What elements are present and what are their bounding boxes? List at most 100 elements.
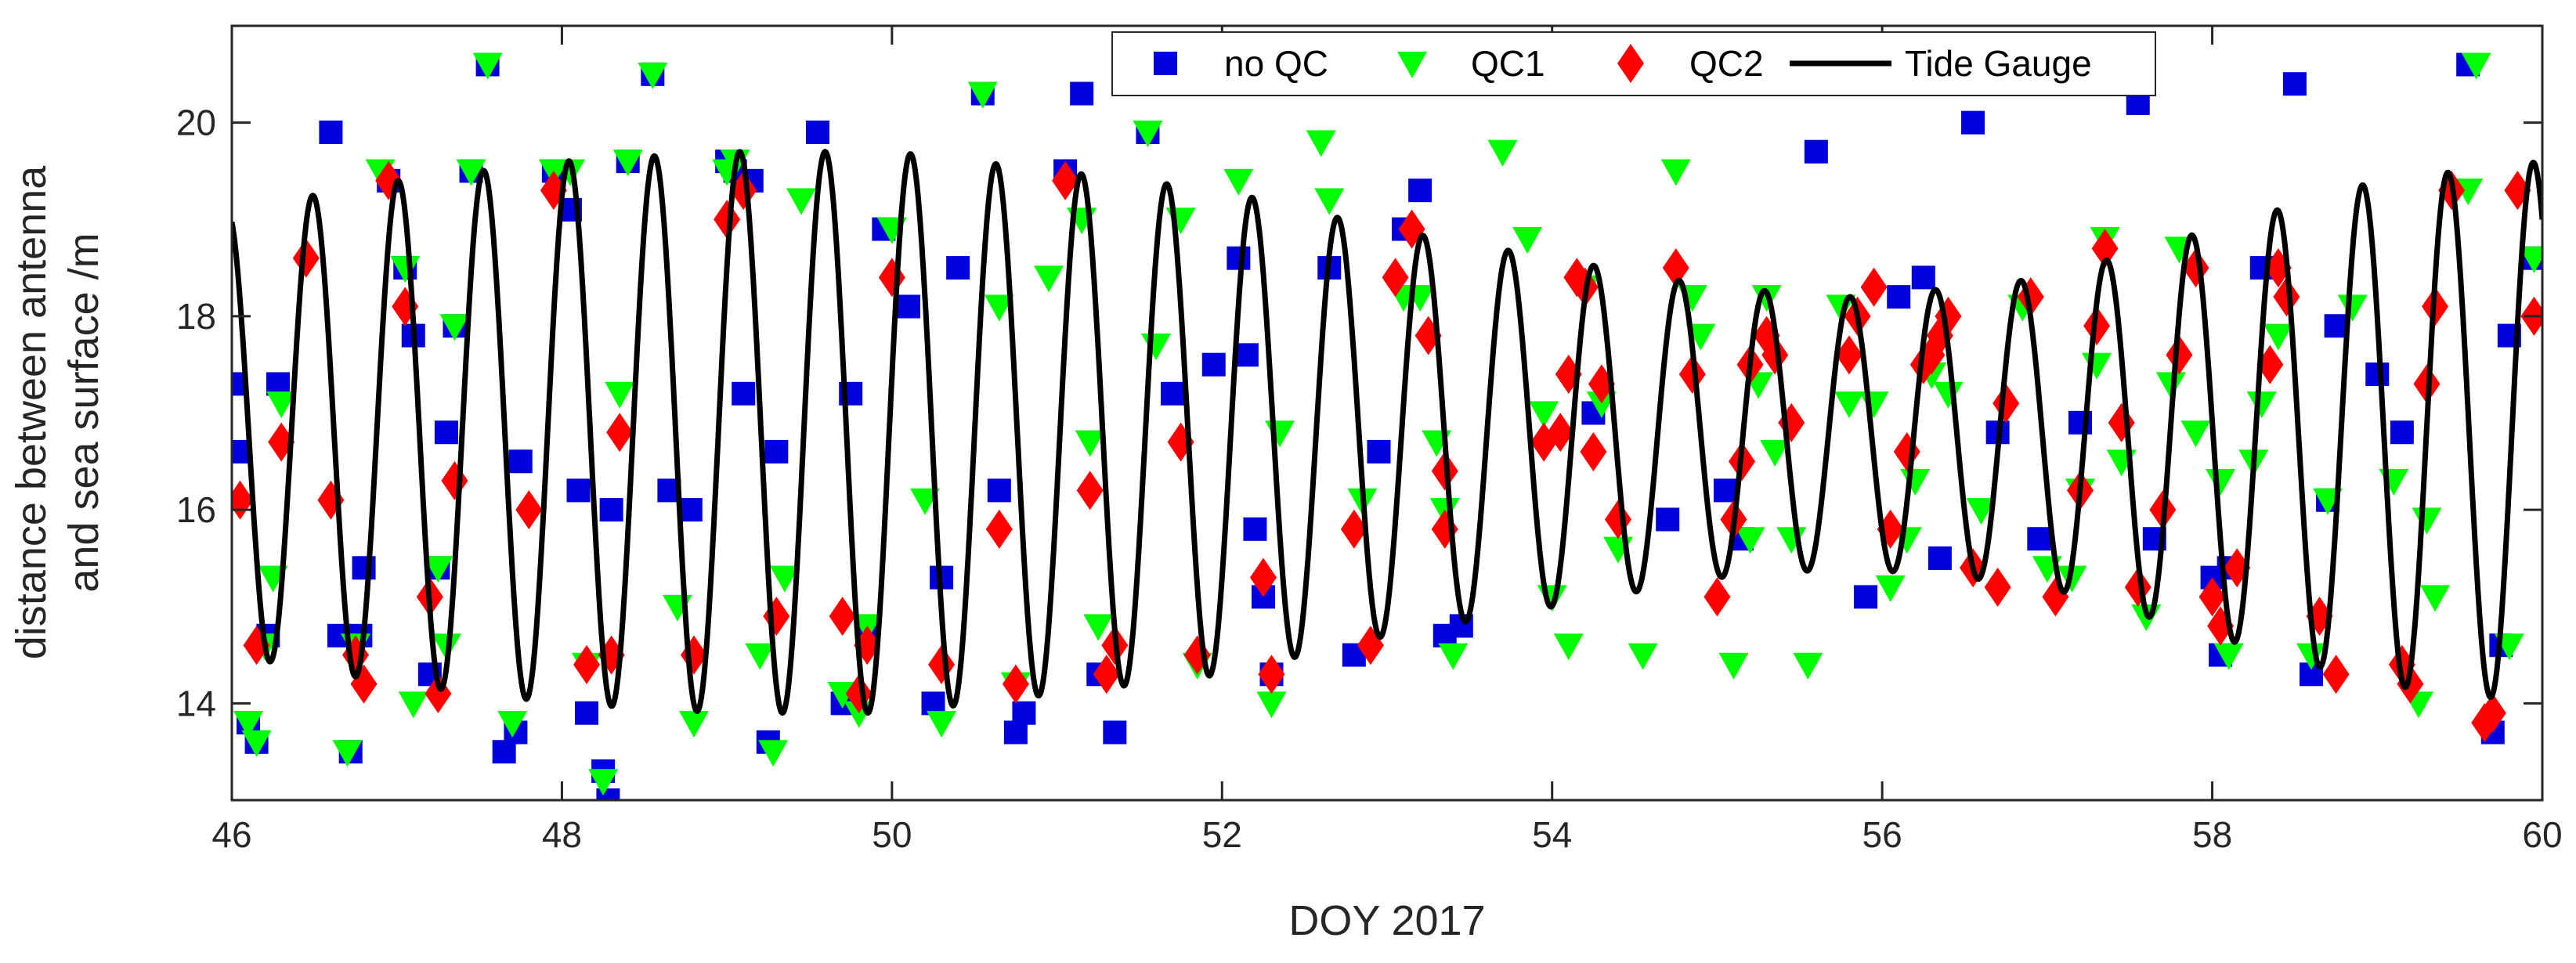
- x-tick-label: 58: [2192, 814, 2232, 855]
- no-qc-point: [1201, 352, 1226, 377]
- qc2-point: [2091, 229, 2119, 269]
- x-tick-label: 56: [1862, 814, 1902, 855]
- no-qc-point: [2324, 314, 2348, 338]
- plot-area: [232, 52, 2542, 800]
- legend-marker-swatch: [1617, 44, 1644, 83]
- no-qc-point: [806, 120, 830, 144]
- qc1-point: [1553, 633, 1584, 661]
- no-qc-point: [1656, 507, 1680, 532]
- qc1-point: [1133, 120, 1163, 147]
- no-qc-point: [1103, 720, 1127, 745]
- x-tick-label: 48: [542, 814, 582, 855]
- qc1-point: [1875, 575, 1906, 603]
- qc2-point: [606, 413, 634, 453]
- qc1-point: [1529, 401, 1559, 428]
- y-axis-title-line-1: distance between antenna: [8, 165, 55, 659]
- qc1-point: [1966, 498, 1996, 525]
- qc2-point: [2198, 577, 2226, 617]
- no-qc-point: [1887, 285, 1911, 309]
- qc1-point: [472, 52, 503, 80]
- qc2-point: [1662, 248, 1689, 288]
- plot-frame: [230, 24, 2544, 802]
- x-tick-label: 54: [1532, 814, 1572, 855]
- legend: no QC QC1 QC2 Tide Gauge: [1111, 31, 2156, 96]
- qc1-point: [2296, 643, 2326, 670]
- no-qc-point: [678, 498, 703, 522]
- qc2-point: [1258, 655, 1285, 694]
- no-qc-point: [732, 381, 756, 406]
- x-tick-label: 60: [2522, 814, 2562, 855]
- no-qc-point: [1961, 110, 1985, 135]
- qc2-point: [714, 200, 741, 240]
- no-qc-point: [1927, 546, 1952, 570]
- qc1-point: [786, 188, 816, 215]
- y-tick-label: 20: [176, 103, 216, 143]
- no-qc-point: [2390, 420, 2414, 445]
- qc1-point: [2246, 391, 2277, 419]
- qc2-point: [2397, 664, 2424, 704]
- no-qc-point: [508, 449, 533, 474]
- no-qc-point: [1161, 381, 1185, 406]
- no-qc-point: [1012, 701, 1036, 725]
- no-qc-point: [599, 498, 623, 522]
- legend-entry-no-qc: no QC: [1154, 43, 1328, 84]
- qc1-point: [1735, 527, 1765, 554]
- qc1-point: [605, 381, 635, 409]
- tide-gauge-line: [232, 149, 2542, 716]
- qc2-point: [1860, 267, 1888, 307]
- qc1-point: [588, 769, 619, 796]
- qc1-point: [769, 565, 800, 593]
- qc1-point: [233, 711, 264, 738]
- no-qc-point: [434, 420, 458, 445]
- no-qc-point: [946, 256, 970, 280]
- qc1-point: [2263, 323, 2293, 351]
- qc1-point: [241, 730, 272, 757]
- qc1-point: [390, 256, 421, 283]
- qc2-point: [1984, 568, 2011, 608]
- legend-label: QC2: [1689, 43, 1764, 84]
- y-tick-label: 14: [176, 683, 216, 723]
- qc1-point: [1256, 691, 1287, 719]
- qc1-point: [2213, 643, 2244, 670]
- qc1-point: [332, 740, 363, 767]
- qc2-point: [829, 597, 856, 637]
- no-qc-point: [1408, 179, 1433, 203]
- qc1-point: [1034, 265, 1064, 293]
- qc1-point: [758, 740, 789, 767]
- qc1-point: [266, 391, 297, 419]
- qc1-point: [927, 711, 957, 738]
- qc2-point: [1703, 577, 1731, 617]
- qc1-point: [2206, 469, 2236, 496]
- qc2-point: [1052, 160, 1079, 200]
- qc1-point: [1512, 226, 1543, 254]
- no-qc-point: [2027, 527, 2051, 551]
- no-qc-point: [764, 439, 789, 463]
- qc1-point: [2337, 294, 2368, 322]
- qc2-point: [2273, 277, 2300, 317]
- qc2-point: [1382, 258, 1409, 298]
- qc1-point: [2180, 420, 2211, 448]
- qc2-point: [1249, 557, 1277, 597]
- no-qc-point: [1854, 585, 1878, 609]
- qc2-point: [375, 160, 403, 200]
- qc1-point: [1314, 188, 1345, 215]
- qc1-point: [1083, 614, 1114, 641]
- qc2-point: [1580, 431, 1607, 471]
- qc1-point: [1438, 643, 1469, 670]
- qc1-point: [1760, 439, 1790, 467]
- qc1-point: [2519, 246, 2542, 273]
- legend-label: QC1: [1471, 43, 1545, 84]
- qc1-point: [1075, 430, 1105, 457]
- no-qc-point: [1227, 246, 1251, 270]
- no-qc-point: [232, 372, 244, 396]
- qc1-point: [679, 711, 709, 738]
- no-qc-point: [1713, 478, 1737, 503]
- legend-marker-swatch: [1397, 52, 1427, 78]
- legend-label: Tide Gauge: [1905, 43, 2092, 84]
- qc1-point: [612, 150, 643, 177]
- qc1-point: [1628, 643, 1658, 670]
- qc2-point: [1836, 335, 1862, 375]
- legend-entry-tide-gauge: Tide Gauge: [1790, 43, 2092, 84]
- qc2-point: [2322, 655, 2350, 694]
